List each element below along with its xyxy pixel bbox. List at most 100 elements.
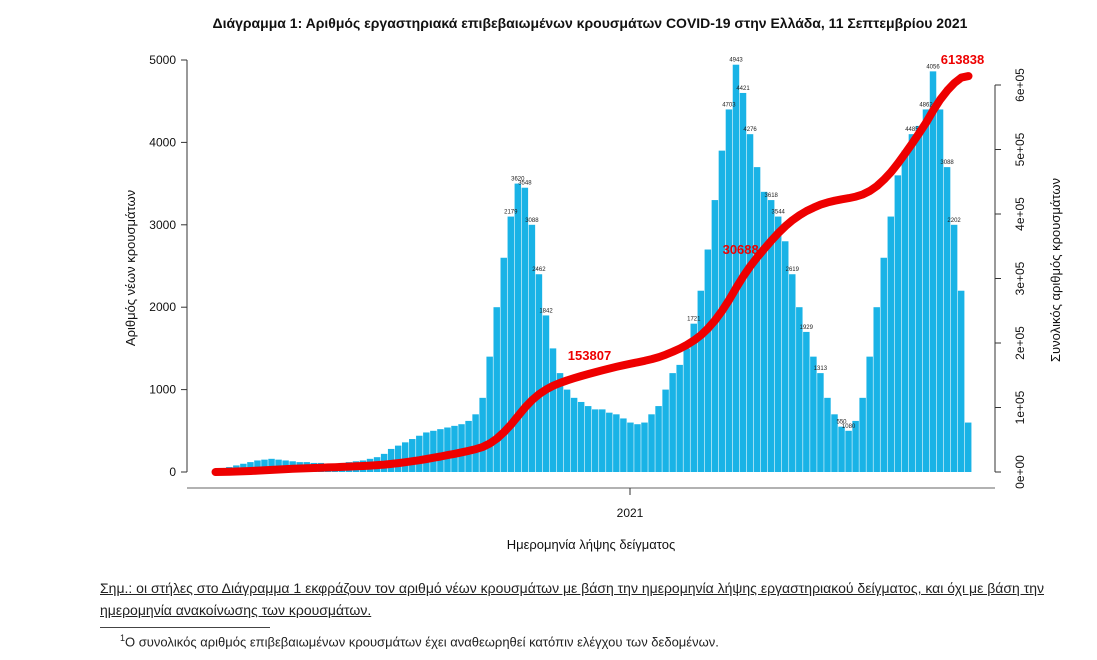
bar [817,373,824,472]
bar [929,71,937,473]
cumulative-label: 613838 [941,52,984,67]
y-tick-label: 0 [169,465,176,479]
bar-value-label: 1313 [814,366,828,372]
cumulative-line-path [211,72,973,476]
bar [556,373,564,472]
bar [760,191,768,472]
bar [458,424,465,472]
bar-value-label: 3620 [511,177,525,183]
bar [465,420,472,472]
bar [641,422,648,472]
chart-note: Σημ.: οι στήλες στο Διάγραμμα 1 εκφράζου… [100,577,1090,621]
bar [943,167,951,472]
bar [676,364,683,472]
bar-value-label: 4703 [722,102,736,108]
cumulative-labels: 153807 306884 613838 [568,52,984,363]
bar [268,458,275,472]
bar-value-label: 3544 [772,210,786,216]
cumulative-label: 306884 [723,242,767,257]
bar-value-label: 1929 [800,325,814,331]
bar [866,356,873,472]
bar [394,445,402,472]
bar [782,241,789,472]
y2-tick-label: 3e+05 [1013,261,1027,295]
bar [577,401,585,472]
bar [261,459,268,472]
bar [887,216,895,472]
bar [936,109,944,472]
bars-group [212,64,972,473]
bar [599,409,606,472]
bar-value-label: 2462 [532,267,546,273]
bar [528,224,536,472]
bar-value-label: 3088 [525,218,539,224]
bar-value-label: 2179 [504,210,518,216]
y-tick-label: 5000 [149,53,176,67]
bar [894,175,902,473]
bar [549,348,557,472]
bar [753,167,761,472]
bar [500,257,507,472]
bar [627,422,634,472]
bar-value-label: 4421 [736,86,750,92]
bar [409,439,416,472]
y2-tick-label: 2e+05 [1013,326,1027,360]
bar [423,432,430,472]
bar [880,257,887,472]
bar [648,414,655,472]
bar [437,429,444,472]
bar [901,150,909,472]
bar [957,290,965,472]
bar [964,422,972,472]
bar-value-label: 4056 [926,64,940,70]
bar-value-label: 550 [836,420,847,426]
bar [584,406,592,472]
bar-value-label: 4862 [919,102,933,108]
note-text: Σημ.: οι στήλες στο Διάγραμμα 1 εκφράζου… [100,580,1045,618]
bar [416,435,423,472]
bar [873,307,880,472]
bar [852,420,859,472]
y-tick-label: 1000 [149,383,176,397]
bar [655,406,662,472]
bar [444,427,451,472]
bar [620,418,627,472]
bar [838,426,845,472]
bar [254,460,261,472]
bar [486,356,493,472]
bar [493,307,500,472]
bar [908,134,916,472]
bar-value-label: 4276 [743,127,757,133]
bar [810,356,817,472]
bar [430,430,437,472]
bar [796,307,803,472]
y-axis-left: 0 1000 2000 3000 4000 5000 [149,53,188,479]
bar [479,397,486,472]
bar [507,216,515,472]
bar-value-label: 4943 [729,58,743,64]
bar [570,397,578,472]
bar [606,412,613,472]
bar [950,224,958,472]
x-tick-label: 2021 [617,506,644,520]
bar-value-label: 2619 [786,267,800,273]
bar [563,389,571,472]
y2-tick-label: 0e+00 [1013,455,1027,489]
bar [613,414,620,472]
bar [859,397,866,472]
cumulative-line [211,72,973,476]
bar [767,200,775,472]
bar-value-label: 1842 [539,308,553,314]
bar [732,64,740,472]
footnote-divider [100,627,270,628]
bar [774,216,782,472]
bar-value-label: 1080 [842,424,856,430]
y2-tick-label: 5e+05 [1013,132,1027,166]
bar [704,249,712,472]
x-axis: 2021 [617,488,644,520]
y-axis-right: 0e+00 1e+05 2e+05 3e+05 4e+05 5e+05 6e+05 [994,68,1027,489]
bar [746,134,754,472]
bar [472,414,479,472]
bar-value-label: 2202 [947,218,961,224]
